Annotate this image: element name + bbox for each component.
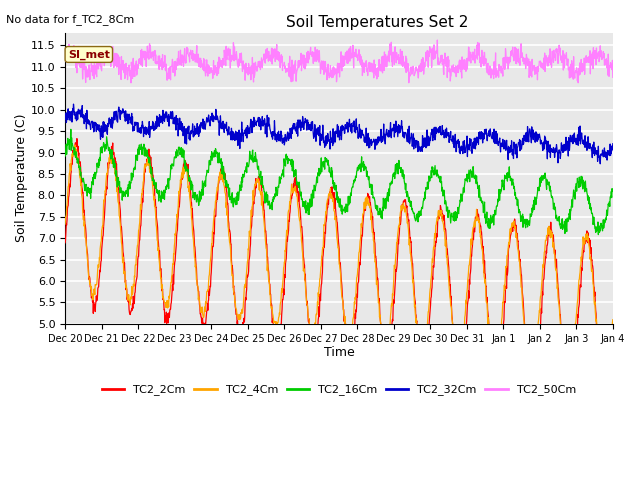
Text: SI_met: SI_met — [68, 49, 109, 60]
Y-axis label: Soil Temperature (C): Soil Temperature (C) — [15, 114, 28, 242]
Legend: TC2_2Cm, TC2_4Cm, TC2_16Cm, TC2_32Cm, TC2_50Cm: TC2_2Cm, TC2_4Cm, TC2_16Cm, TC2_32Cm, TC… — [98, 380, 580, 400]
X-axis label: Time: Time — [324, 347, 355, 360]
Text: No data for f_TC2_8Cm: No data for f_TC2_8Cm — [6, 13, 134, 24]
Title: Soil Temperatures Set 2: Soil Temperatures Set 2 — [286, 15, 468, 30]
